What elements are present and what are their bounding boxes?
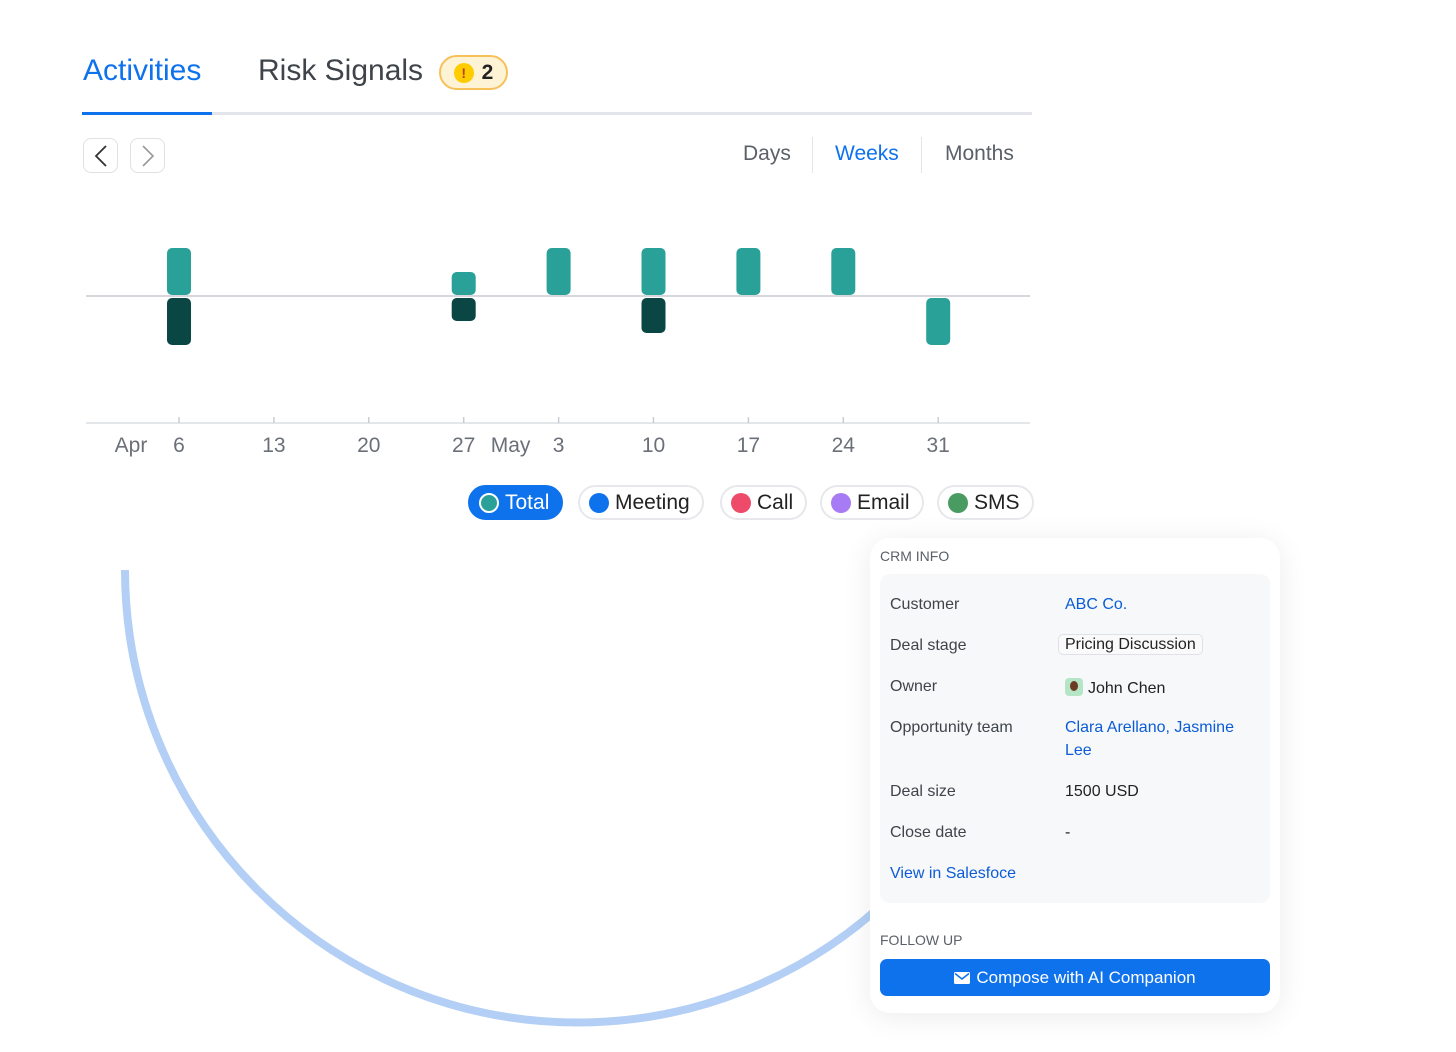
x-tick-label: 27 bbox=[452, 434, 476, 457]
crm-info-card: CRM INFO Customer ABC Co. Deal stage Pri… bbox=[870, 538, 1280, 1013]
legend-sms[interactable]: SMS bbox=[937, 485, 1034, 520]
follow-up-title: FOLLOW UP bbox=[880, 932, 963, 948]
crm-info-title: CRM INFO bbox=[880, 548, 950, 564]
bar-up[interactable] bbox=[736, 248, 761, 295]
bar-down[interactable] bbox=[926, 298, 951, 345]
envelope-icon bbox=[954, 971, 971, 984]
legend-call[interactable]: Call bbox=[720, 485, 808, 520]
avatar bbox=[1065, 678, 1083, 696]
prev-button[interactable] bbox=[83, 138, 118, 173]
range-days[interactable]: Days bbox=[743, 142, 791, 165]
x-tick-label: 6 bbox=[173, 434, 185, 457]
x-tick-label: 13 bbox=[262, 434, 286, 457]
legend-label: Total bbox=[505, 490, 550, 514]
legend-label: Email bbox=[857, 490, 910, 514]
bar-down[interactable] bbox=[641, 298, 666, 333]
legend-meeting[interactable]: Meeting bbox=[578, 485, 704, 520]
range-weeks[interactable]: Weeks bbox=[835, 142, 899, 165]
owner-name: John Chen bbox=[1088, 680, 1166, 697]
crm-info-panel: Customer ABC Co. Deal stage Pricing Disc… bbox=[880, 574, 1270, 903]
badge-count: 2 bbox=[481, 60, 494, 84]
legend-label: Meeting bbox=[615, 490, 690, 514]
close-date-value: - bbox=[1065, 824, 1071, 841]
bar-up[interactable] bbox=[546, 248, 571, 295]
range-months[interactable]: Months bbox=[945, 142, 1014, 165]
tab-risk-signals[interactable]: Risk Signals bbox=[258, 54, 424, 87]
chevron-right-icon bbox=[141, 144, 154, 167]
active-tab-indicator bbox=[82, 112, 212, 115]
compose-label: Compose with AI Companion bbox=[976, 967, 1196, 987]
opportunity-team-label: Opportunity team bbox=[890, 719, 1013, 736]
legend-label: Call bbox=[757, 490, 794, 514]
bar-up[interactable] bbox=[167, 248, 191, 295]
compose-ai-button[interactable]: Compose with AI Companion bbox=[880, 959, 1270, 996]
opportunity-team-link-cont[interactable]: Lee bbox=[1065, 742, 1092, 759]
legend-dot-icon bbox=[948, 492, 968, 513]
bar-up[interactable] bbox=[641, 248, 666, 295]
tab-activities[interactable]: Activities bbox=[83, 54, 202, 87]
bar-up[interactable] bbox=[451, 272, 476, 295]
divider bbox=[812, 137, 813, 173]
customer-label: Customer bbox=[890, 596, 960, 613]
x-tick-label: 3 bbox=[552, 434, 565, 457]
owner-label: Owner bbox=[890, 678, 938, 695]
legend-dot-icon bbox=[589, 492, 609, 513]
view-in-salesforce-link[interactable]: View in Salesfoce bbox=[890, 865, 1016, 882]
bar-down[interactable] bbox=[167, 298, 191, 345]
month-label: Apr bbox=[114, 434, 148, 457]
close-date-label: Close date bbox=[890, 824, 967, 841]
tab-divider bbox=[82, 112, 1032, 115]
divider bbox=[921, 137, 922, 173]
x-tick-label: 31 bbox=[926, 434, 950, 457]
x-tick-label: 24 bbox=[831, 434, 855, 457]
next-button[interactable] bbox=[130, 138, 165, 173]
activity-chart bbox=[86, 248, 1030, 424]
month-label: May bbox=[490, 434, 531, 457]
legend-label: SMS bbox=[974, 490, 1020, 514]
legend-dot-icon bbox=[479, 492, 499, 513]
x-tick-label: 17 bbox=[736, 434, 761, 457]
deal-stage-label: Deal stage bbox=[890, 637, 967, 654]
deal-stage-pill: Pricing Discussion bbox=[1058, 634, 1203, 655]
legend-email[interactable]: Email bbox=[820, 485, 924, 520]
customer-link[interactable]: ABC Co. bbox=[1065, 596, 1128, 613]
x-tick-label: 20 bbox=[357, 434, 381, 457]
chevron-left-icon bbox=[94, 144, 107, 167]
deal-size-label: Deal size bbox=[890, 783, 956, 800]
risk-count-badge: ! 2 bbox=[439, 55, 508, 90]
bar-down[interactable] bbox=[451, 298, 476, 321]
bar-up[interactable] bbox=[831, 248, 856, 295]
x-tick-label: 10 bbox=[641, 434, 666, 457]
legend-total[interactable]: Total bbox=[468, 485, 564, 520]
legend-dot-icon bbox=[731, 492, 751, 513]
opportunity-team-link[interactable]: Clara Arellano, Jasmine bbox=[1065, 719, 1234, 736]
deal-size-value: 1500 USD bbox=[1065, 783, 1139, 800]
legend-dot-icon bbox=[831, 492, 851, 513]
warning-icon: ! bbox=[453, 62, 474, 83]
